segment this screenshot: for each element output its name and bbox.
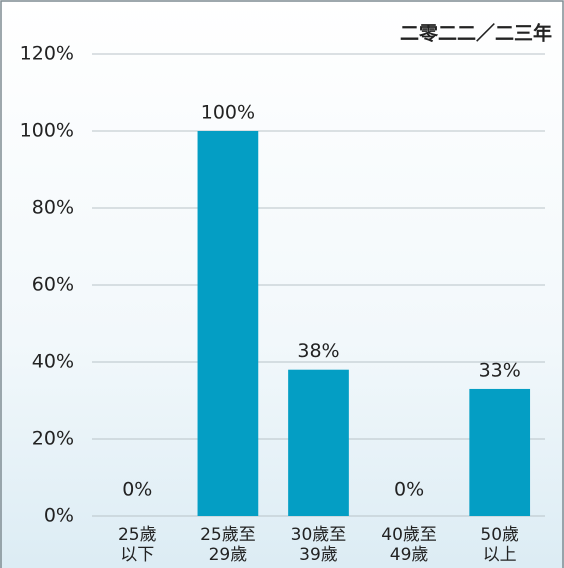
x-tick-label: 30歲至 [291, 525, 347, 545]
y-tick-label: 40% [32, 351, 74, 373]
y-tick-label: 100% [20, 120, 74, 142]
x-tick-label: 29歲 [209, 545, 248, 565]
y-tick-label: 20% [32, 428, 74, 450]
bar [469, 388, 531, 516]
x-tick-label: 以上 [483, 545, 517, 565]
value-label: 33% [479, 359, 521, 381]
y-tick-label: 120% [20, 43, 74, 65]
value-label: 0% [122, 479, 152, 501]
value-label: 0% [394, 479, 424, 501]
x-tick-label: 以下 [120, 545, 154, 565]
y-tick-label: 60% [32, 274, 74, 296]
bar [288, 369, 349, 516]
x-tick-label: 50歲 [480, 525, 519, 545]
value-label: 100% [201, 102, 255, 124]
x-tick-label: 40歲至 [381, 525, 437, 545]
x-tick-label: 39歲 [299, 545, 338, 565]
x-tick-label: 49歲 [390, 545, 429, 565]
x-tick-label: 25歲至 [200, 525, 256, 545]
value-label: 38% [297, 340, 339, 362]
y-tick-label: 0% [44, 505, 74, 527]
x-tick-label: 25歲 [118, 525, 157, 545]
y-tick-label: 80% [32, 197, 74, 219]
bar [197, 131, 259, 516]
chart-title: 二零二二／二三年 [400, 22, 552, 45]
